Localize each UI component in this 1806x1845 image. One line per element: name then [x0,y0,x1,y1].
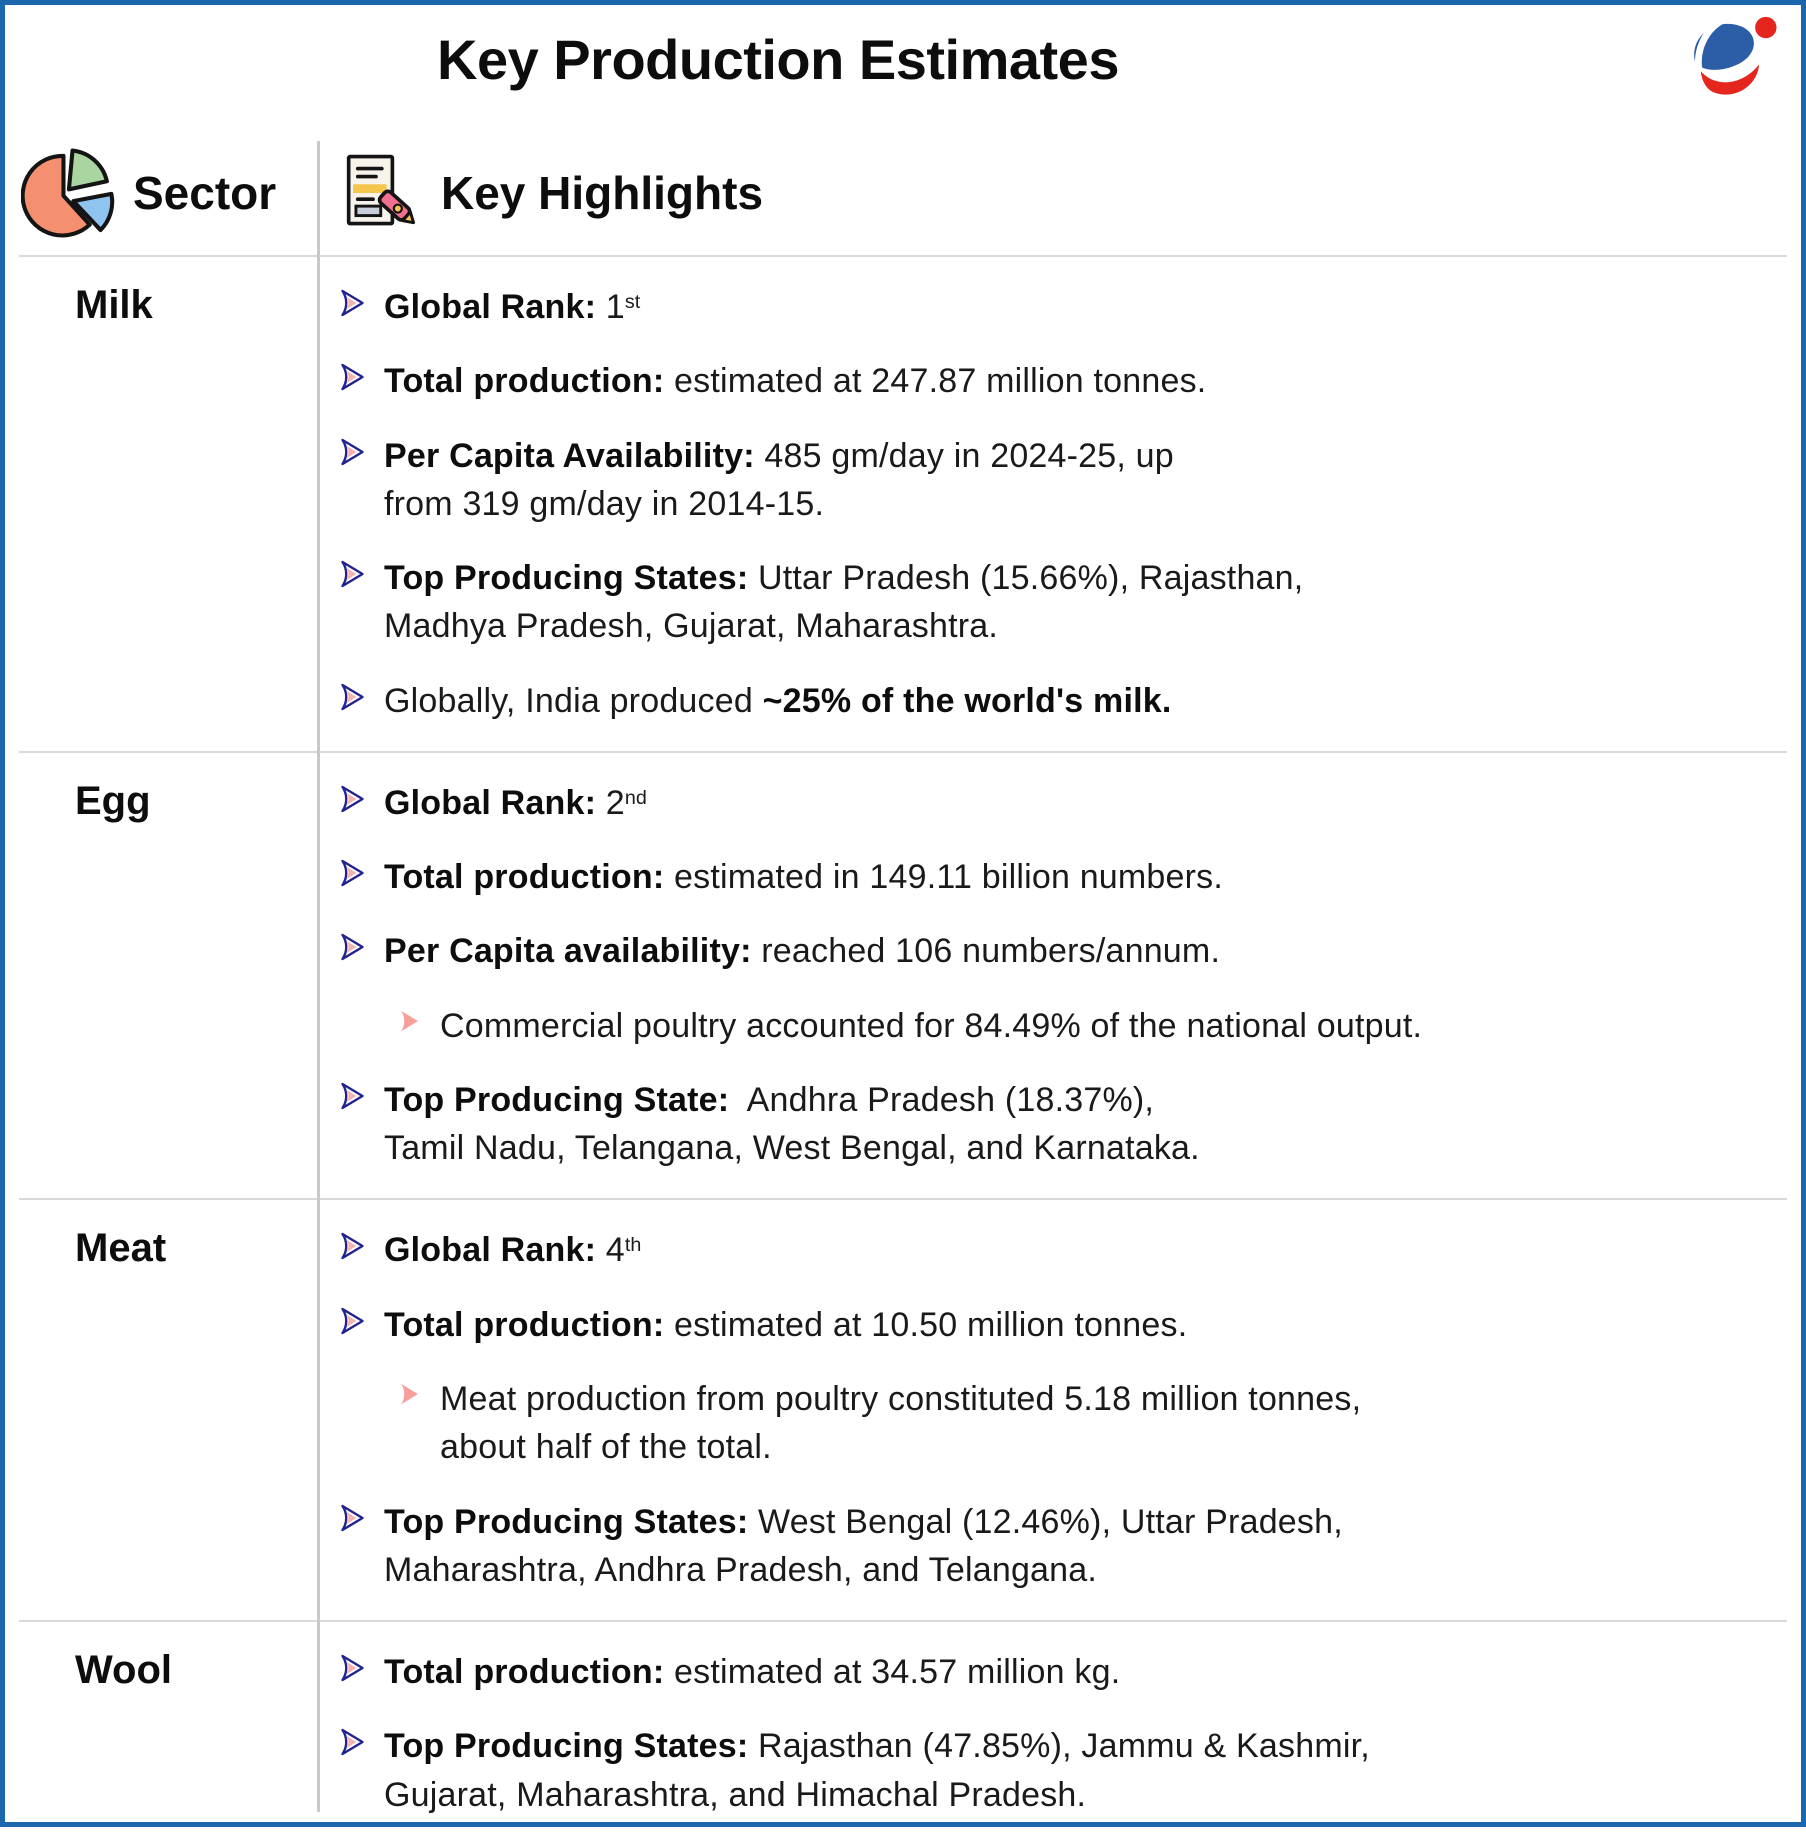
brand-logo-icon [1694,14,1777,95]
chevron-double-icon [337,859,368,889]
table-header: Sector [19,131,1787,255]
table-row: Wool Total production: estimated at 34.57… [19,1620,1787,1845]
chevron-double-icon [337,1728,368,1758]
bullet-text: Per Capita availability: reached 106 num… [384,932,1221,971]
header-highlights-label: Key Highlights [441,167,764,219]
chevron-double-icon [337,560,368,590]
bullet-text: Global Rank: 4th [384,1231,642,1270]
bullet-item: Total production: estimated at 247.87 mi… [337,357,1763,405]
table-row: Milk Global Rank: 1st Total production: es… [19,255,1787,751]
highlights-cell: Total production: estimated at 34.57 mil… [317,1622,1787,1845]
header-sector-label: Sector [133,167,277,219]
bullet-text: Top Producing State: Andhra Pradesh (18.… [384,1080,1200,1168]
header-sector-cell: Sector [19,145,317,241]
chevron-double-icon [337,933,368,963]
table-body: Milk Global Rank: 1st Total production: es… [19,255,1787,1845]
chevron-double-icon [337,363,368,393]
bullet-text: Total production: estimated at 10.50 mil… [384,1305,1188,1344]
bullet-item: Global Rank: 1st [337,283,1763,331]
bullet-text: Globally, India produced ~25% of the wor… [384,681,1172,720]
bullet-item: Per Capita availability: reached 106 num… [337,927,1763,975]
brand-logo [1667,11,1785,113]
highlights-cell: Global Rank: 2nd Total production: estima… [317,753,1787,1199]
chevron-double-icon [337,1232,368,1262]
chevron-double-icon [337,438,368,468]
chevron-single-icon [395,1381,424,1409]
sector-label: Milk [75,283,153,327]
sector-label: Egg [75,778,151,823]
highlights-cell: Global Rank: 4th Total production: estima… [317,1200,1787,1620]
bullet-text: Per Capita Availability: 485 gm/day in 2… [384,436,1174,523]
bullet-text: Total production: estimated at 34.57 mil… [384,1653,1121,1692]
page-title: Key Production Estimates [437,28,1119,91]
bullet-item: Top Producing States: Rajasthan (47.85%)… [337,1722,1763,1819]
bullet-text: Top Producing States: West Bengal (12.46… [384,1502,1343,1589]
bullet-item: Commercial poultry accounted for 84.49% … [395,1002,1763,1050]
bullet-text: Commercial poultry accounted for 84.49% … [440,1006,1423,1045]
chevron-double-icon [337,1504,368,1534]
table-row: Meat Global Rank: 4th Total production: es… [19,1198,1787,1620]
bullet-text: Total production: estimated in 149.11 bi… [384,858,1224,897]
bullet-item: Per Capita Availability: 485 gm/day in 2… [337,432,1763,529]
highlights-cell: Global Rank: 1st Total production: estima… [317,257,1787,751]
chevron-double-icon [337,1307,368,1337]
bullet-text: Global Rank: 1st [384,288,641,326]
bullet-item: Total production: estimated in 149.11 bi… [337,853,1763,901]
chevron-single-icon [395,1008,424,1036]
chevron-double-icon [337,683,368,713]
bullet-text: Global Rank: 2nd [384,783,647,822]
bullet-text: Top Producing States: Rajasthan (47.85%)… [384,1727,1370,1814]
bullet-item: Global Rank: 2nd [337,779,1763,827]
bullet-item: Top Producing States: Uttar Pradesh (15.… [337,554,1763,651]
bullet-item: Global Rank: 4th [337,1226,1763,1274]
bullet-item: Meat production from poultry constituted… [395,1375,1763,1472]
bullet-item: Top Producing State: Andhra Pradesh (18.… [337,1076,1763,1173]
pie-chart-icon [21,145,115,241]
chevron-double-icon [337,1654,368,1684]
chevron-double-icon [337,785,368,815]
table-row: Egg Global Rank: 2nd Total production: est… [19,750,1787,1199]
header-highlights-cell: Key Highlights [317,153,1787,233]
chevron-double-icon [337,1082,368,1112]
bullet-item: Top Producing States: West Bengal (12.46… [337,1498,1763,1595]
bullet-text: Top Producing States: Uttar Pradesh (15.… [384,559,1304,646]
document-highlighter-icon [337,153,423,233]
production-table: Sector [19,131,1787,1814]
chevron-double-icon [337,289,368,319]
bullet-item: Total production: estimated at 34.57 mil… [337,1648,1763,1696]
bullet-item: Globally, India produced ~25% of the wor… [337,677,1763,725]
bullet-item: Total production: estimated at 10.50 mil… [337,1301,1763,1349]
sector-label: Wool [75,1648,173,1693]
bullet-text: Total production: estimated at 247.87 mi… [384,362,1207,401]
sector-label: Meat [75,1226,167,1271]
bullet-text: Meat production from poultry constituted… [440,1379,1362,1467]
